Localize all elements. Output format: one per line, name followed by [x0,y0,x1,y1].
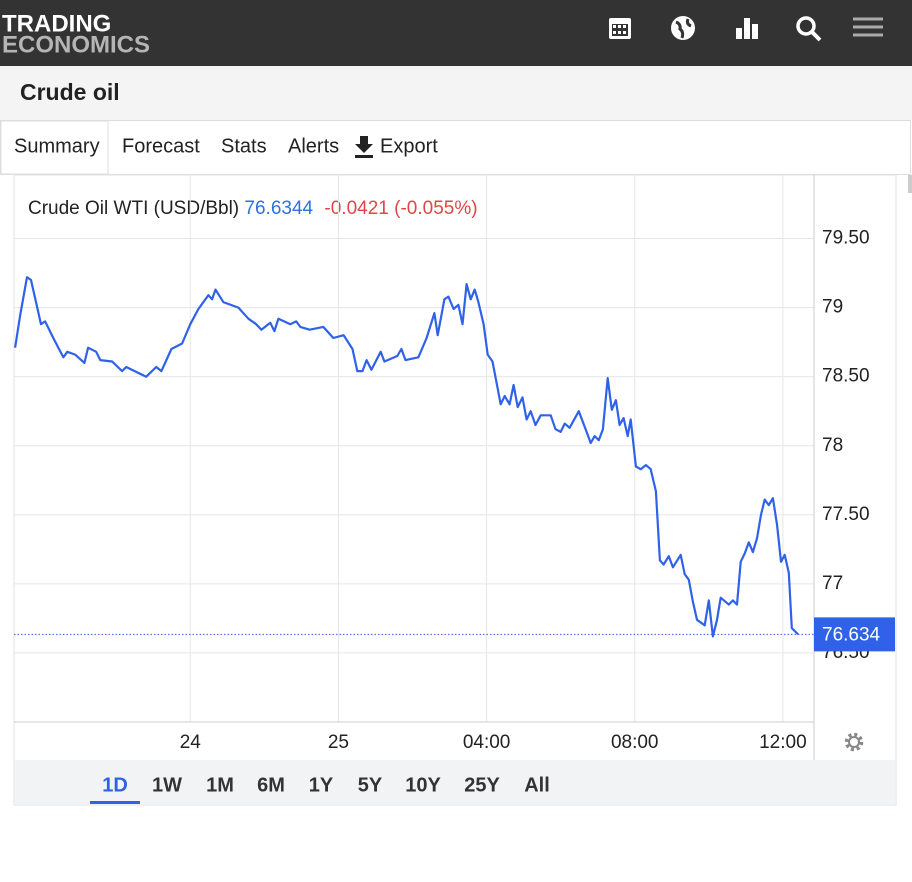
y-tick-label: 79.50 [822,228,870,249]
last-price-label: 76.634 [822,624,881,645]
change-pct: (-0.055%) [394,198,477,219]
price-line [14,276,799,638]
x-tick-label: 12:00 [759,732,807,753]
title-bar [0,66,912,120]
chart-panel [13,174,897,806]
range-button[interactable]: 6M [257,774,285,796]
tab-bar [0,120,911,175]
chart-header: Crude Oil WTI (USD/Bbl) 76.6344 -0.0421 … [28,198,478,219]
calendar-icon[interactable] [609,18,631,39]
range-button[interactable]: 1M [206,774,234,796]
y-tick-label: 78.50 [822,366,870,387]
tab[interactable]: Summary [14,135,100,157]
page-title: Crude oil [20,79,120,105]
y-tick-label: 79 [822,297,843,318]
top-bar [0,0,912,66]
tab[interactable]: Forecast [122,135,200,157]
range-button[interactable]: 10Y [405,774,441,796]
last-price-box [814,617,895,652]
tab[interactable]: Export [380,135,438,157]
range-button[interactable]: 1D [102,774,128,796]
brand-line2[interactable]: ECONOMICS [2,31,150,58]
x-tick-label: 25 [328,732,349,753]
y-tick-label: 77 [822,573,843,594]
tab[interactable]: Alerts [288,135,339,157]
last-value: 76.6344 [244,198,313,219]
chart-title: Crude Oil WTI (USD/Bbl) [28,198,239,219]
range-button[interactable]: 25Y [464,774,500,796]
range-bar [15,760,895,804]
settings-icon[interactable] [844,732,864,752]
range-button[interactable]: All [524,774,550,796]
search-icon[interactable] [796,16,822,42]
chart-icon[interactable] [736,18,758,39]
y-tick-label: 78 [822,435,843,456]
x-tick-label: 08:00 [611,732,659,753]
tab-selected [0,120,109,175]
globe-icon[interactable] [671,16,695,40]
range-button[interactable]: 1Y [309,774,334,796]
brand-line1[interactable]: TRADING [2,10,111,37]
download-icon [355,136,373,158]
scrollbar [908,175,912,193]
range-underline [90,801,140,804]
menu-icon[interactable] [853,17,883,37]
range-button[interactable]: 1W [152,774,182,796]
change: -0.0421 [324,198,388,219]
x-tick-label: 24 [180,732,202,753]
tab[interactable]: Stats [221,135,267,157]
x-tick-label: 04:00 [463,732,511,753]
y-tick-label: 77.50 [822,504,870,525]
range-button[interactable]: 5Y [358,774,383,796]
